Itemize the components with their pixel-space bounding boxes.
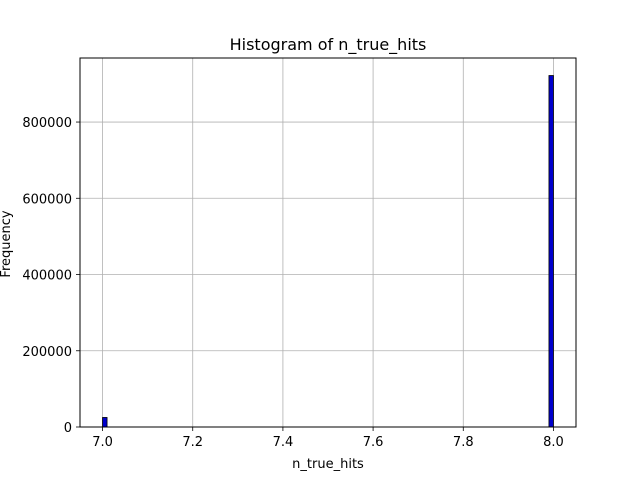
y-tick-label: 800000 bbox=[22, 116, 72, 131]
x-tick-label: 7.4 bbox=[273, 435, 294, 450]
histogram-bar bbox=[102, 417, 108, 428]
chart-title: Histogram of n_true_hits bbox=[230, 35, 427, 55]
x-tick-label: 7.2 bbox=[182, 435, 203, 450]
axes-layer bbox=[79, 57, 577, 428]
x-tick-label: 8.0 bbox=[543, 435, 564, 450]
x-axis-label: n_true_hits bbox=[292, 457, 364, 472]
grid-layer bbox=[80, 58, 576, 428]
bars-layer bbox=[102, 75, 554, 428]
ticks-layer: 7.0 7.2 7.4 7.6 7.8 8.0 0 200000 400000 600000 800… bbox=[22, 116, 563, 450]
y-tick-label: 0 bbox=[64, 421, 72, 436]
histogram-bar bbox=[548, 75, 554, 428]
y-tick-label: 600000 bbox=[22, 192, 72, 207]
y-tick-label: 400000 bbox=[22, 269, 72, 284]
y-tick-label: 200000 bbox=[22, 345, 72, 360]
plot-frame bbox=[79, 57, 577, 428]
x-tick-label: 7.8 bbox=[453, 435, 474, 450]
x-tick-label: 7.6 bbox=[363, 435, 384, 450]
x-tick-label: 7.0 bbox=[92, 435, 113, 450]
y-axis-label: Frequency bbox=[0, 210, 14, 277]
